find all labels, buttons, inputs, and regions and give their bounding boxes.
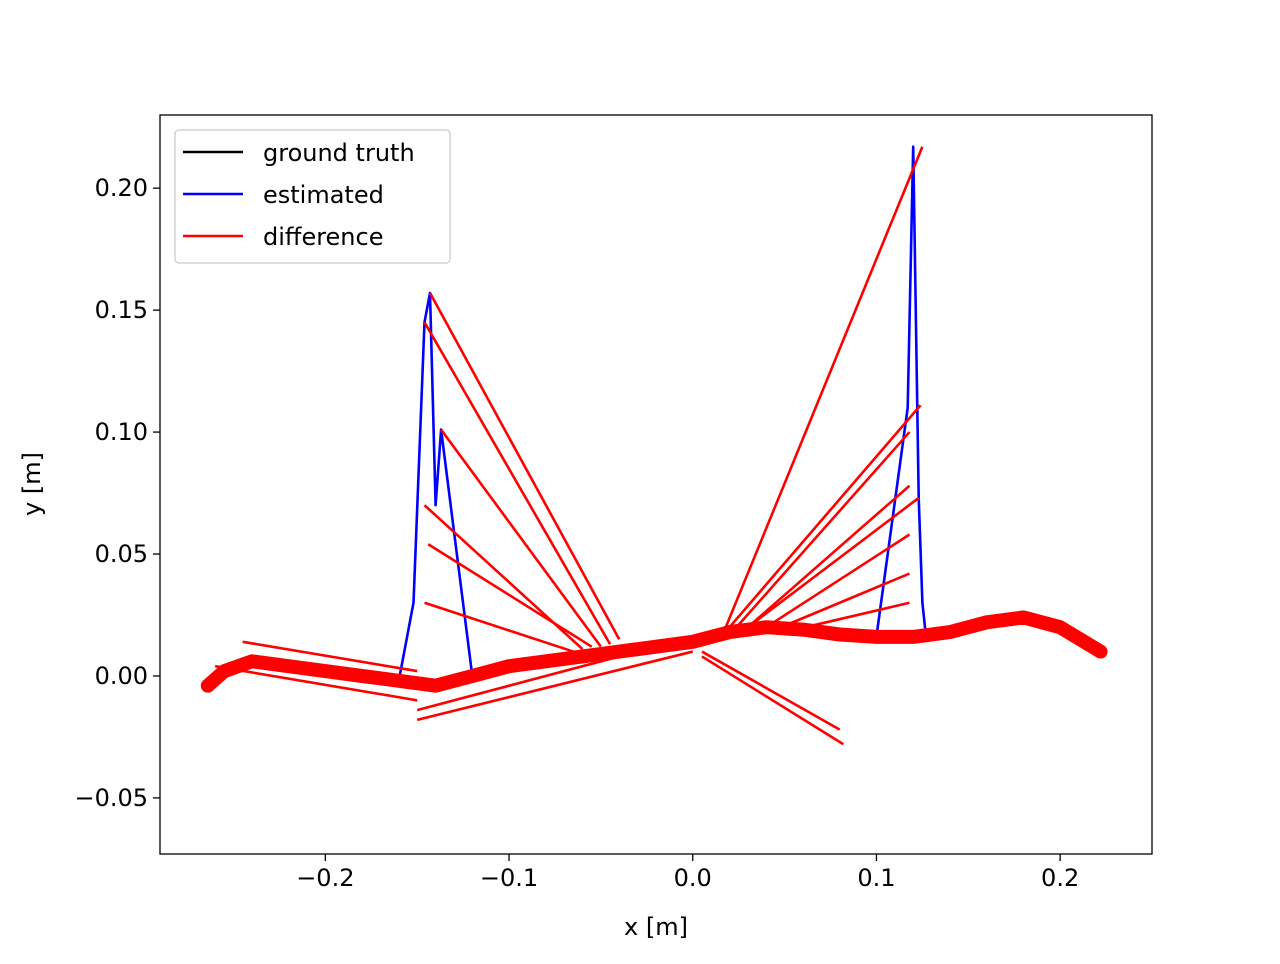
y-tick-label: 0.05	[95, 540, 148, 568]
y-axis-label: y [m]	[18, 452, 46, 516]
difference-segment	[701, 655, 845, 746]
y-tick-label: 0.00	[95, 662, 148, 690]
legend: ground truth estimated difference	[174, 129, 451, 264]
x-tick-label: 0.0	[674, 864, 712, 892]
difference-segment	[416, 645, 657, 712]
legend-label-difference: difference	[263, 223, 383, 251]
difference-segment	[724, 146, 924, 628]
plot-data-layer	[200, 145, 1108, 746]
y-tick-label: 0.10	[95, 418, 148, 446]
difference-segment	[214, 664, 418, 702]
difference-segment	[746, 484, 911, 629]
series-group	[200, 145, 1108, 746]
y-axis-ticks: −0.05 0.00 0.05 0.10 0.15 0.20	[74, 174, 160, 812]
difference-segment	[428, 292, 621, 640]
legend-label-estimated: estimated	[263, 181, 384, 209]
plot-frame	[159, 114, 1153, 855]
legend-box	[174, 129, 451, 264]
x-axis-label: x [m]	[624, 913, 688, 941]
difference-segment	[424, 601, 574, 653]
difference-segment	[440, 428, 602, 648]
difference-segment	[747, 496, 920, 629]
difference-segment	[784, 601, 910, 634]
series-band-difference	[200, 610, 1108, 693]
y-tick-label: 0.15	[95, 296, 148, 324]
legend-label-ground-truth: ground truth	[263, 139, 415, 167]
x-axis-ticks: −0.2 −0.1 0.0 0.1 0.2	[296, 854, 1079, 892]
difference-segment	[765, 533, 911, 629]
difference-segment	[737, 431, 911, 626]
y-tick-label: −0.05	[74, 784, 148, 812]
difference-segment	[701, 650, 841, 731]
x-tick-label: −0.2	[296, 864, 354, 892]
difference-segment	[242, 640, 418, 673]
difference-segment	[427, 543, 593, 648]
difference-segment	[423, 321, 612, 645]
difference-segment	[416, 650, 694, 722]
y-tick-label: 0.20	[95, 174, 148, 202]
x-tick-label: 0.2	[1041, 864, 1079, 892]
difference-segment	[774, 572, 911, 631]
x-tick-label: −0.1	[480, 864, 538, 892]
x-tick-label: 0.1	[857, 864, 895, 892]
difference-segment	[728, 404, 922, 629]
